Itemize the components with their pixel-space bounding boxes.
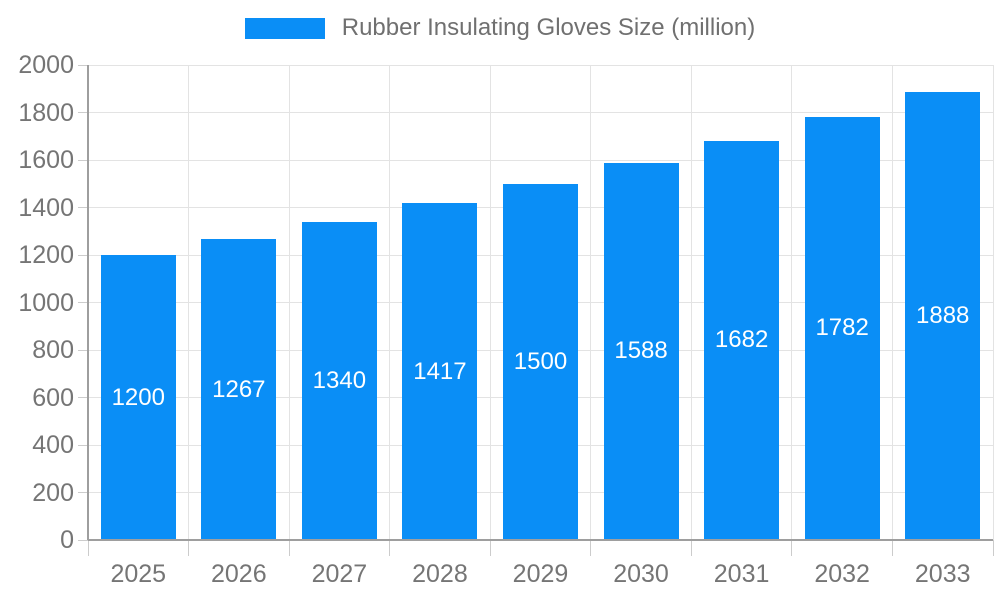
bar-value-label: 1340 bbox=[312, 366, 367, 394]
x-axis-label: 2032 bbox=[814, 560, 870, 588]
x-axis-label: 2026 bbox=[211, 560, 267, 588]
y-axis-label: 800 bbox=[32, 336, 74, 364]
x-axis-label: 2031 bbox=[713, 560, 770, 588]
x-axis-tick bbox=[87, 540, 89, 556]
x-axis-tick bbox=[891, 540, 893, 556]
x-axis-label: 2027 bbox=[311, 560, 368, 588]
x-axis-tick bbox=[389, 540, 391, 556]
x-axis-label: 2028 bbox=[412, 560, 468, 588]
y-axis-label: 1800 bbox=[18, 98, 74, 127]
bar-2030[interactable]: 1588 bbox=[603, 162, 679, 540]
x-axis-line bbox=[88, 539, 993, 541]
gridline-vertical bbox=[891, 65, 893, 540]
y-axis-label: 2000 bbox=[18, 51, 74, 79]
bar-2033[interactable]: 1888 bbox=[905, 91, 981, 540]
x-axis-tick bbox=[188, 540, 190, 556]
gridline-vertical bbox=[590, 65, 592, 540]
gridline-horizontal bbox=[88, 64, 993, 66]
gridline-vertical bbox=[188, 65, 190, 540]
bar-2029[interactable]: 1500 bbox=[503, 183, 578, 540]
bar-value-label: 1500 bbox=[513, 347, 568, 375]
y-axis-tick bbox=[78, 112, 88, 113]
y-axis-tick bbox=[78, 349, 88, 351]
gridline-vertical bbox=[992, 65, 994, 540]
x-axis-label: 2029 bbox=[512, 560, 569, 588]
gridline-vertical bbox=[489, 65, 491, 540]
y-axis-tick bbox=[78, 397, 88, 398]
x-axis-tick bbox=[590, 540, 592, 556]
y-axis-tick bbox=[78, 302, 88, 303]
y-axis-label: 1400 bbox=[18, 193, 74, 222]
bar-value-label: 1200 bbox=[111, 383, 165, 411]
bar-2027[interactable]: 1340 bbox=[301, 221, 377, 540]
y-axis-label: 1600 bbox=[18, 146, 74, 174]
gridline-horizontal bbox=[88, 112, 993, 113]
x-axis-tick bbox=[288, 540, 290, 556]
chart-legend[interactable]: Rubber Insulating Gloves Size (million) bbox=[0, 15, 1000, 41]
legend-series-label: Rubber Insulating Gloves Size (million) bbox=[341, 14, 756, 41]
bar-value-label: 1888 bbox=[916, 301, 970, 329]
gridline-vertical bbox=[389, 65, 391, 540]
bar-value-label: 1682 bbox=[714, 326, 769, 354]
bar-2032[interactable]: 1782 bbox=[804, 116, 880, 540]
x-axis-label: 2025 bbox=[110, 560, 167, 588]
bar-2026[interactable]: 1267 bbox=[201, 239, 277, 540]
y-axis-tick bbox=[78, 492, 88, 493]
y-axis-label: 0 bbox=[60, 526, 74, 554]
gridline-horizontal bbox=[88, 159, 993, 161]
x-axis-tick bbox=[992, 540, 994, 556]
x-axis-tick bbox=[690, 540, 692, 556]
y-axis-label: 1000 bbox=[18, 288, 74, 317]
bar-value-label: 1782 bbox=[815, 314, 869, 342]
bar-2025[interactable]: 1200 bbox=[100, 255, 176, 540]
y-axis-tick bbox=[78, 159, 88, 161]
y-axis-tick bbox=[78, 539, 88, 541]
y-axis-label: 400 bbox=[32, 431, 74, 459]
y-axis-tick bbox=[78, 254, 88, 256]
x-axis-tick bbox=[791, 540, 793, 556]
y-axis-label: 1200 bbox=[18, 241, 74, 269]
x-axis-label: 2033 bbox=[914, 560, 971, 588]
y-axis-line bbox=[87, 65, 89, 540]
gridline-vertical bbox=[690, 65, 692, 540]
y-axis-tick bbox=[78, 444, 88, 446]
gridline-vertical bbox=[288, 65, 290, 540]
legend-color-swatch bbox=[244, 17, 325, 39]
bar-value-label: 1267 bbox=[212, 375, 266, 403]
bar-2031[interactable]: 1682 bbox=[704, 140, 780, 540]
bar-value-label: 1588 bbox=[614, 337, 668, 365]
y-axis-label: 200 bbox=[32, 478, 74, 507]
y-axis-tick bbox=[78, 207, 88, 208]
gridline-vertical bbox=[791, 65, 793, 540]
y-axis-tick bbox=[78, 64, 88, 66]
bar-2028[interactable]: 1417 bbox=[402, 203, 478, 540]
x-axis-tick bbox=[489, 540, 491, 556]
y-axis-label: 600 bbox=[32, 383, 74, 412]
x-axis-label: 2030 bbox=[613, 560, 669, 588]
bar-value-label: 1417 bbox=[413, 357, 467, 385]
